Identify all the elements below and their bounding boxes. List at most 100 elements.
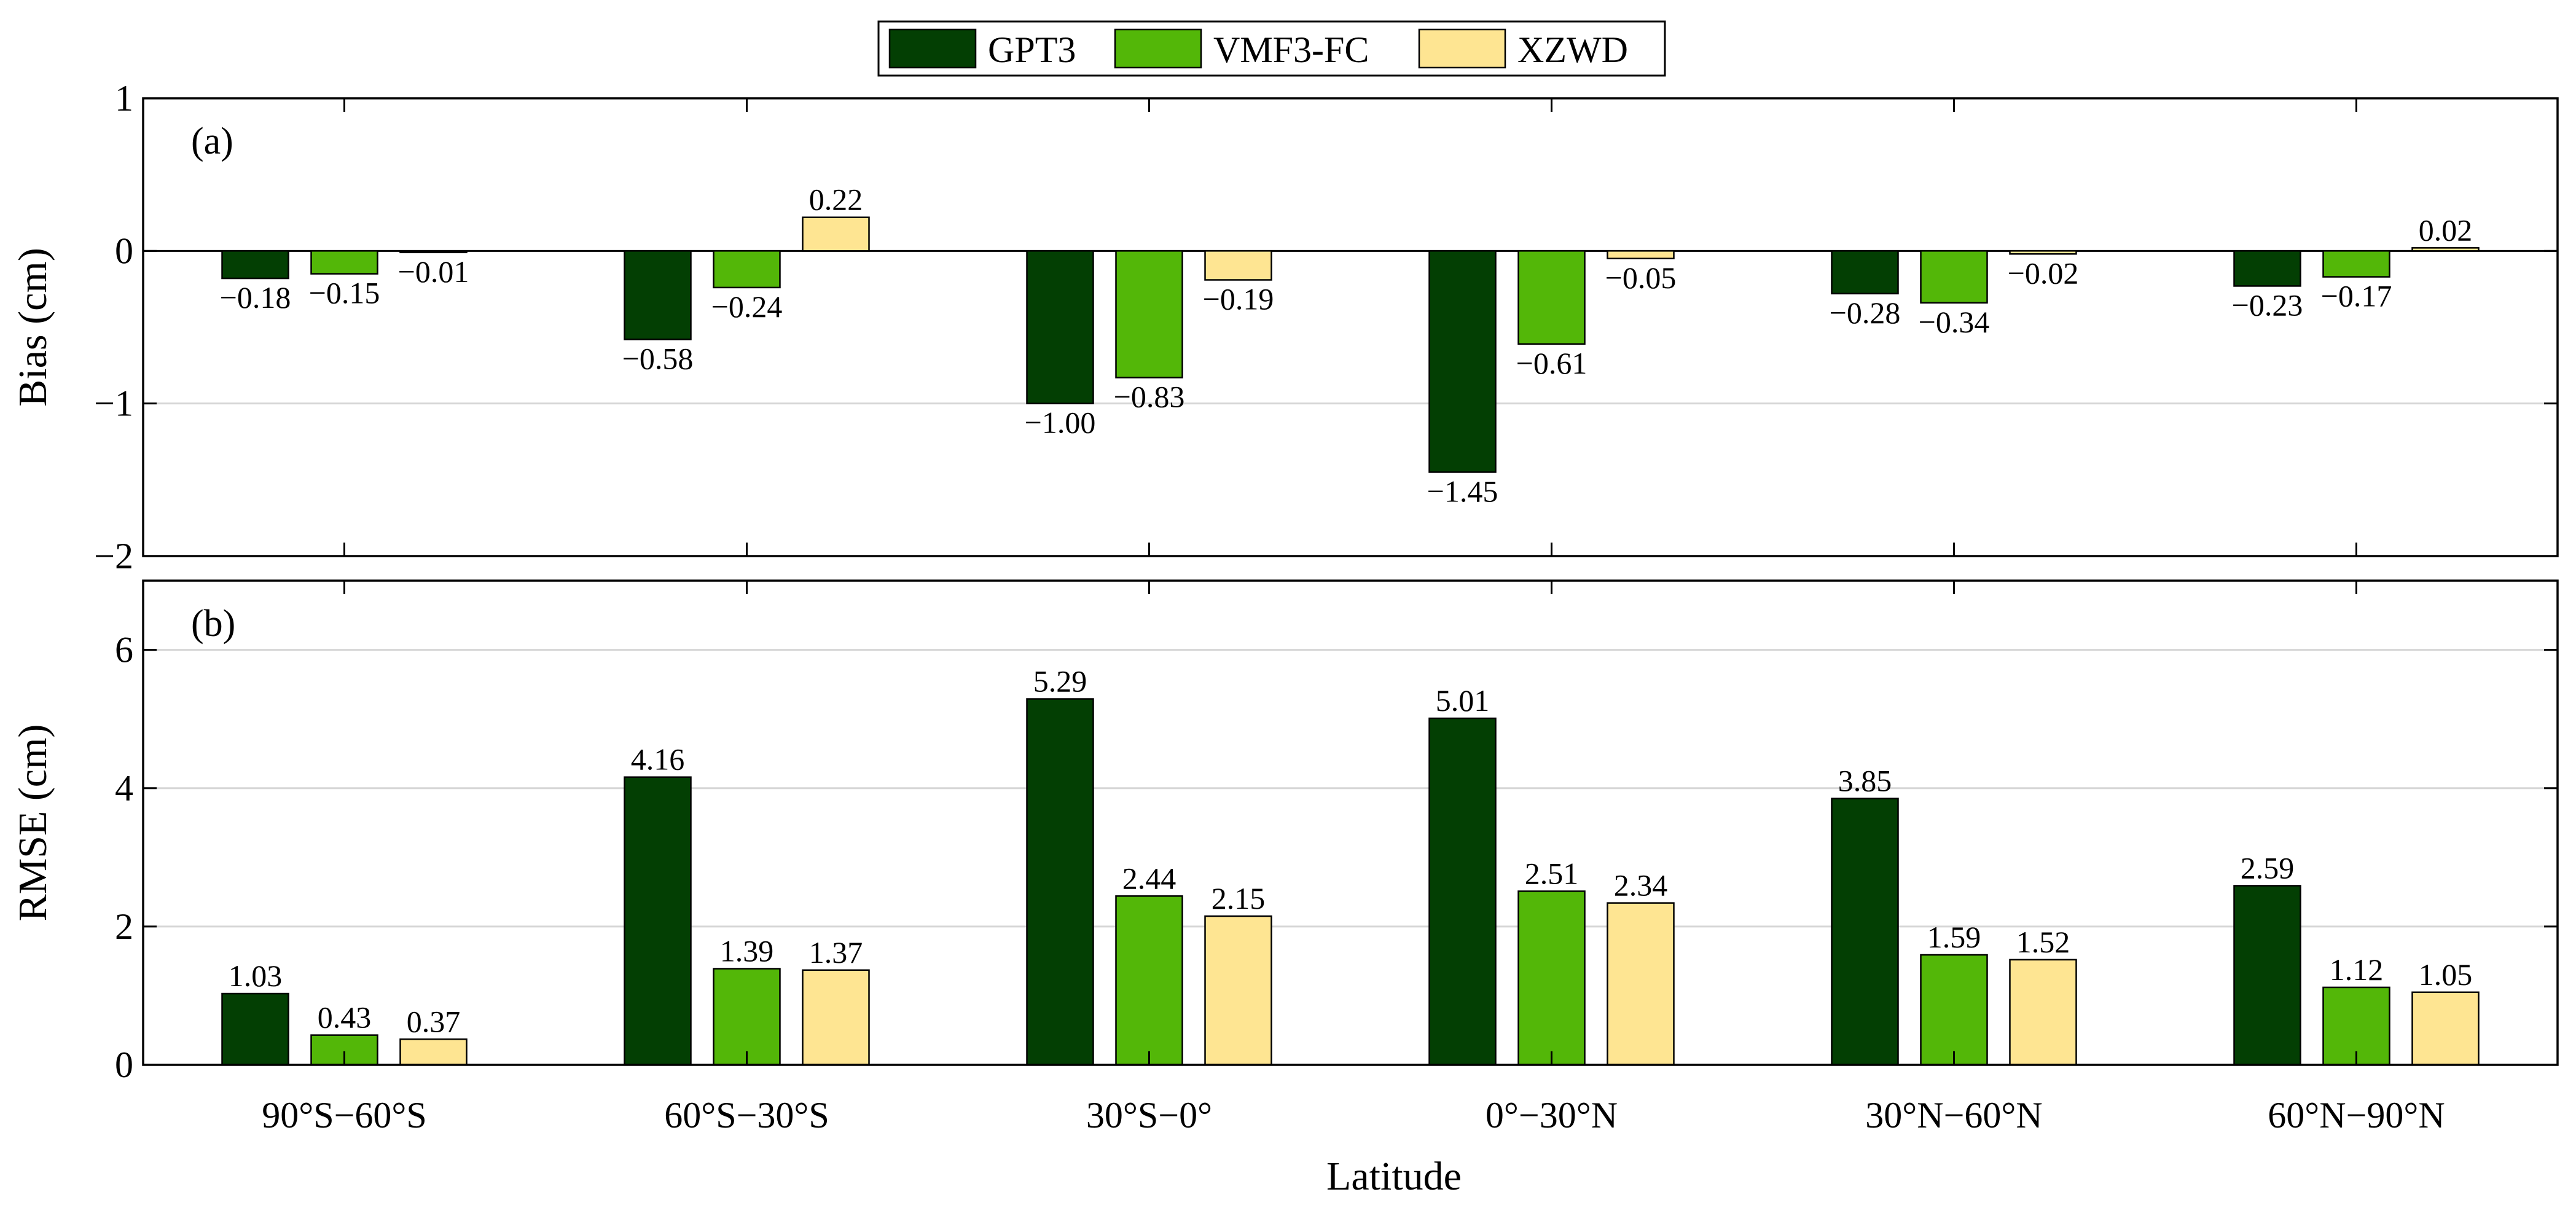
- rmse-bar-gpt3: [1831, 798, 1899, 1066]
- rmse-data-label-gpt3: 5.29: [1033, 664, 1087, 698]
- legend-swatch-xzwd: [1418, 28, 1506, 69]
- rmse-data-label-xzwd: 1.37: [809, 935, 863, 970]
- bias-data-label-vmf3-fc: −0.34: [1919, 305, 1990, 339]
- rmse-bar-xzwd: [2009, 959, 2077, 1066]
- bias-data-label-xzwd: −0.19: [1203, 282, 1274, 316]
- rmse-ytick-label: 6: [115, 630, 133, 670]
- bias-bar-xzwd: [1204, 250, 1272, 281]
- rmse-panel-label: (b): [191, 603, 235, 645]
- bias-data-label-xzwd: 0.02: [2419, 213, 2473, 247]
- bias-y-axis-label: Bias (cm): [10, 248, 55, 406]
- rmse-data-label-gpt3: 2.59: [2241, 850, 2295, 885]
- rmse-data-label-xzwd: 0.37: [407, 1004, 461, 1038]
- rmse-data-label-vmf3-fc: 1.39: [720, 934, 774, 968]
- x-axis-label: Latitude: [1326, 1154, 1462, 1199]
- bias-axes-frame: [142, 97, 2559, 557]
- rmse-data-label-vmf3-fc: 0.43: [318, 1000, 372, 1035]
- bias-data-label-vmf3-fc: −0.24: [711, 289, 783, 324]
- panel-b-rmse: 1.03 4.16 5.29 5.01 3.85 2.59 0.43 1.39 2.44 2.51…: [10, 579, 2559, 1136]
- bias-bar-xzwd: [2411, 247, 2480, 252]
- rmse-bar-xzwd: [1204, 915, 1272, 1066]
- rmse-bar-gpt3: [221, 992, 289, 1066]
- legend-box: [877, 20, 1666, 77]
- bias-ytick-label: −2: [94, 536, 133, 576]
- bias-data-label-xzwd: −0.05: [1605, 261, 1677, 295]
- bias-data-label-xzwd: −0.02: [2008, 256, 2079, 290]
- rmse-data-label-vmf3-fc: 2.51: [1525, 856, 1579, 890]
- legend-label-xzwd: XZWD: [1517, 29, 1628, 70]
- rmse-bar-vmf3-fc: [1517, 890, 1586, 1066]
- rmse-data-label-gpt3: 5.01: [1436, 683, 1490, 718]
- bias-data-label-xzwd: 0.22: [809, 182, 863, 217]
- bias-data-label-vmf3-fc: −0.17: [2321, 279, 2392, 313]
- rmse-data-label-xzwd: 2.15: [1212, 881, 1266, 916]
- category-label: 90°S−60°S: [262, 1095, 427, 1136]
- rmse-bar-vmf3-fc: [713, 968, 781, 1066]
- bias-ytick-label: 0: [115, 230, 133, 271]
- bias-data-label-gpt3: −0.18: [220, 280, 291, 315]
- rmse-bar-xzwd: [802, 969, 870, 1066]
- legend-label-vmf3-fc: VMF3-FC: [1213, 29, 1369, 70]
- rmse-bar-gpt3: [2233, 885, 2301, 1066]
- rmse-axes-frame: [142, 579, 2559, 1066]
- rmse-y-axis-label: RMSE (cm): [10, 724, 55, 922]
- rmse-data-label-vmf3-fc: 1.12: [2330, 952, 2384, 987]
- rmse-data-label-gpt3: 3.85: [1838, 764, 1892, 798]
- rmse-data-label-gpt3: 1.03: [229, 959, 283, 993]
- rmse-bar-xzwd: [399, 1038, 468, 1066]
- bias-data-label-xzwd: −0.01: [398, 254, 469, 289]
- rmse-data-label-vmf3-fc: 2.44: [1122, 861, 1176, 895]
- bias-bar-gpt3: [1026, 250, 1094, 404]
- rmse-ytick-label: 2: [115, 906, 133, 947]
- bias-bar-vmf3-fc: [1115, 250, 1183, 379]
- category-label: 60°N−90°N: [2268, 1095, 2445, 1136]
- rmse-data-label-xzwd: 2.34: [1614, 868, 1668, 903]
- bias-panel-label: (a): [191, 120, 233, 162]
- category-label: 30°S−0°: [1086, 1095, 1212, 1136]
- legend-swatch-gpt3: [888, 28, 977, 69]
- bias-bar-gpt3: [1428, 250, 1497, 473]
- rmse-data-label-xzwd: 1.52: [2016, 925, 2070, 959]
- category-label: 30°N−60°N: [1865, 1095, 2043, 1136]
- category-label: 0°−30°N: [1486, 1095, 1618, 1136]
- bias-bar-xzwd: [1607, 250, 1675, 260]
- bias-bar-gpt3: [1831, 250, 1899, 295]
- rmse-data-label-vmf3-fc: 1.59: [1927, 920, 1981, 954]
- bias-data-label-vmf3-fc: −0.83: [1114, 379, 1185, 414]
- bias-ytick-label: 1: [115, 78, 133, 119]
- bias-bar-vmf3-fc: [1517, 250, 1586, 345]
- bias-bar-xzwd: [802, 216, 870, 252]
- bias-bar-gpt3: [624, 250, 692, 340]
- bias-data-label-gpt3: −0.23: [2232, 288, 2303, 322]
- rmse-bar-gpt3: [1026, 698, 1094, 1066]
- bias-bar-vmf3-fc: [310, 250, 378, 275]
- bias-bar-vmf3-fc: [1920, 250, 1988, 304]
- bias-bar-vmf3-fc: [2322, 250, 2390, 278]
- bias-bar-vmf3-fc: [713, 250, 781, 289]
- rmse-ytick-label: 4: [115, 768, 133, 809]
- bias-bar-gpt3: [2233, 250, 2301, 287]
- bias-bar-xzwd: [399, 250, 468, 254]
- bias-data-label-vmf3-fc: −0.61: [1516, 346, 1587, 380]
- rmse-bar-vmf3-fc: [1920, 954, 1988, 1066]
- legend-swatch-vmf3-fc: [1114, 28, 1202, 69]
- bias-ytick-label: −1: [94, 383, 133, 424]
- bias-data-label-gpt3: −0.28: [1830, 296, 1901, 330]
- rmse-data-label-xzwd: 1.05: [2419, 957, 2473, 992]
- rmse-bar-xzwd: [2411, 991, 2480, 1066]
- bias-data-label-gpt3: −1.00: [1025, 406, 1096, 440]
- panel-a-bias: −0.18 −0.58 −1.00 −1.45 −0.28 −0.23 −0.15 −0.24…: [10, 78, 2559, 576]
- rmse-bar-gpt3: [1428, 717, 1497, 1066]
- rmse-bar-gpt3: [624, 776, 692, 1066]
- rmse-ytick-label: 0: [115, 1045, 133, 1085]
- category-label: 60°S−30°S: [664, 1095, 829, 1136]
- bias-data-label-gpt3: −1.45: [1427, 474, 1498, 508]
- legend: GPT3 VMF3-FC XZWD: [877, 20, 1666, 77]
- bias-data-label-vmf3-fc: −0.15: [309, 276, 380, 310]
- bias-bar-gpt3: [221, 250, 289, 280]
- bias-data-label-gpt3: −0.58: [622, 341, 694, 375]
- rmse-data-label-gpt3: 4.16: [631, 742, 685, 777]
- bias-bar-xzwd: [2009, 250, 2077, 255]
- rmse-bar-xzwd: [1607, 902, 1675, 1066]
